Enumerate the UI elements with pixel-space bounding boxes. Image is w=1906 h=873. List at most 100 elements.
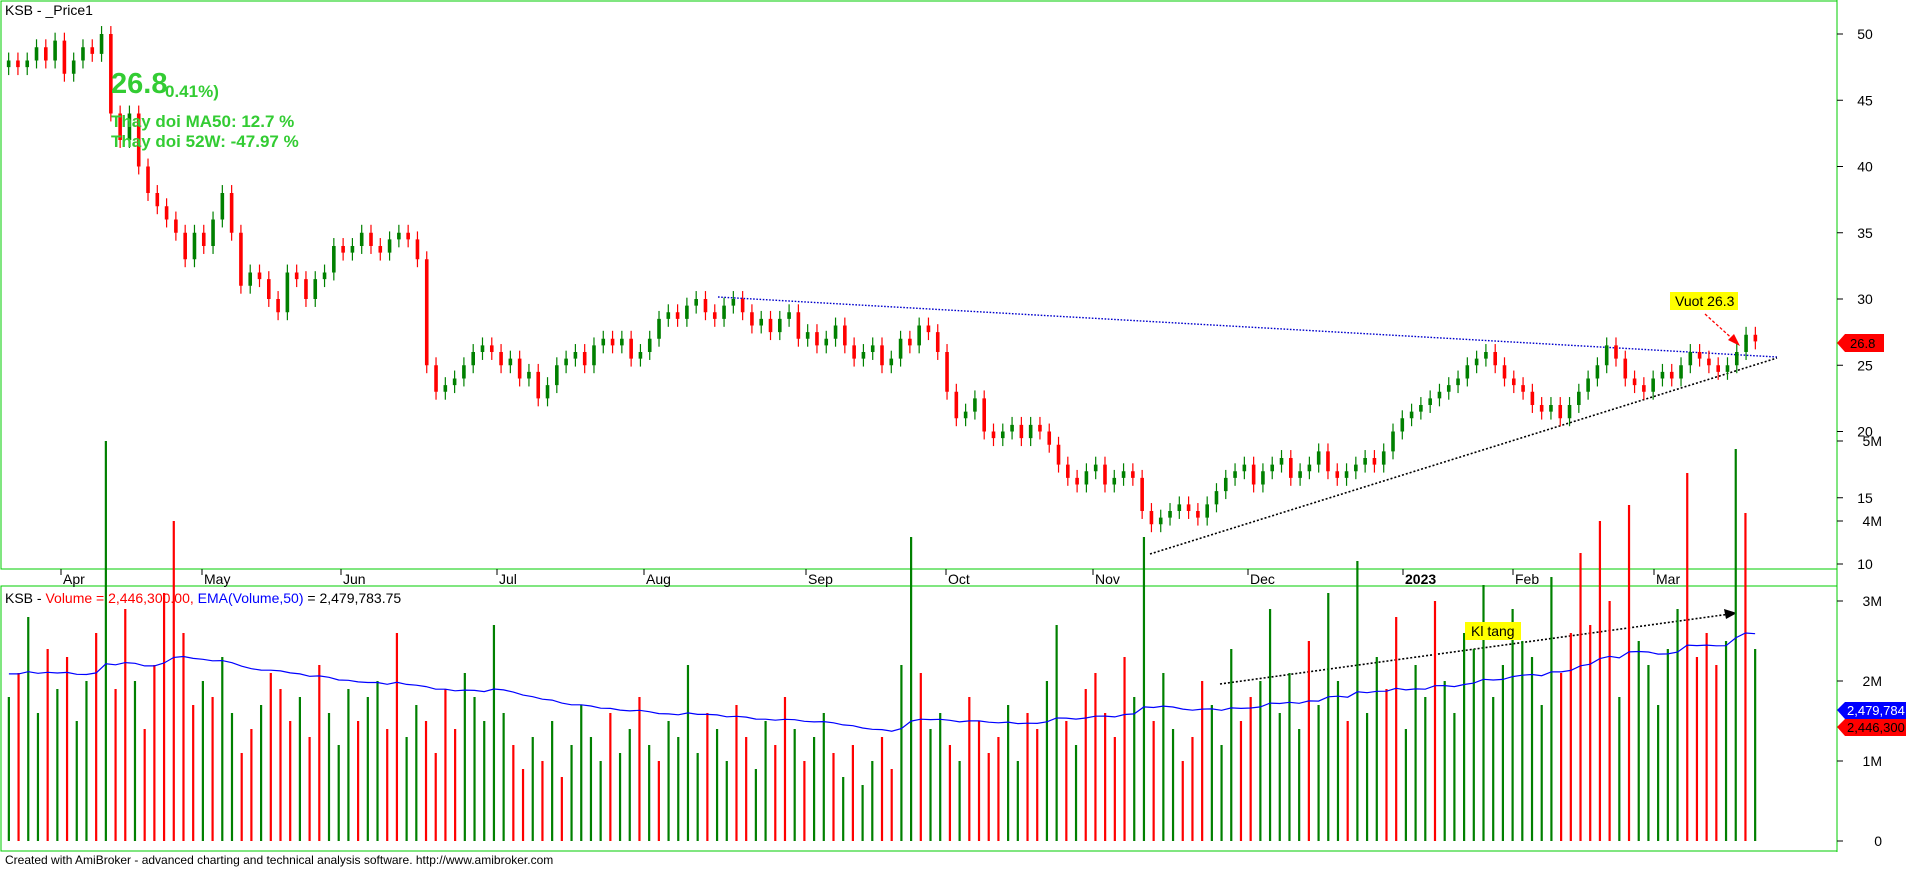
date-x-axis: Apr May Jun Jul Aug Sep Oct Nov Dec 2023 Feb Mar bbox=[60, 569, 1680, 587]
volume-bar bbox=[1637, 641, 1640, 841]
volume-bar bbox=[1162, 673, 1165, 841]
price-candle bbox=[1521, 377, 1525, 400]
price-candle bbox=[610, 330, 615, 354]
volume-bar bbox=[366, 697, 369, 841]
volume-bar bbox=[628, 729, 631, 841]
price-candle bbox=[1298, 463, 1302, 486]
price-candle bbox=[796, 304, 801, 347]
volume-bar bbox=[1734, 449, 1737, 841]
price-candle bbox=[1242, 456, 1247, 480]
volume-bar bbox=[812, 737, 816, 841]
volume-badge bbox=[1837, 719, 1906, 736]
price-candle bbox=[787, 304, 791, 327]
volume-bar bbox=[7, 697, 10, 841]
volume-bar bbox=[1074, 745, 1078, 841]
volume-trendline[interactable] bbox=[1219, 613, 1731, 685]
price-candle bbox=[815, 324, 819, 354]
volume-bar bbox=[1492, 697, 1495, 841]
price-candle bbox=[1307, 456, 1312, 480]
resistance-trendline[interactable] bbox=[717, 296, 1778, 358]
price-candles bbox=[6, 26, 1758, 533]
volume-bar bbox=[1268, 609, 1272, 841]
volume-bar bbox=[1007, 705, 1010, 841]
volume-bar bbox=[1152, 721, 1155, 841]
volume-bar bbox=[1686, 473, 1689, 841]
price-candle bbox=[564, 350, 568, 374]
volume-bar bbox=[124, 609, 127, 841]
volume-bar bbox=[987, 753, 990, 841]
volume-bar bbox=[347, 689, 350, 841]
volume-bar bbox=[85, 681, 88, 841]
price-candle bbox=[852, 337, 856, 367]
price-candle bbox=[44, 39, 48, 69]
price-candle bbox=[1530, 383, 1535, 413]
price-candle bbox=[545, 377, 550, 407]
price-candle bbox=[629, 330, 633, 367]
volume-bar bbox=[424, 721, 428, 841]
annotation-kl-tang-label[interactable]: Kl tang bbox=[1471, 623, 1515, 639]
volume-bar bbox=[754, 769, 757, 841]
volume-bar bbox=[1521, 641, 1524, 841]
volume-bar bbox=[1462, 633, 1466, 841]
price-candle bbox=[731, 291, 736, 314]
volume-bar bbox=[221, 657, 224, 841]
price-candle bbox=[341, 238, 345, 261]
ma50-change: Thay doi MA50: 12.7 % bbox=[111, 112, 295, 131]
volume-bar bbox=[279, 689, 282, 841]
volume-tick-label: 3M bbox=[1863, 593, 1882, 609]
volume-bar bbox=[1123, 657, 1126, 841]
volume-bar bbox=[1705, 633, 1708, 841]
volume-tick-label: 2M bbox=[1863, 673, 1882, 689]
price-candle bbox=[109, 26, 113, 122]
price-candle bbox=[722, 297, 726, 327]
price-candle bbox=[861, 344, 866, 367]
price-candle bbox=[675, 304, 680, 327]
price-candle bbox=[1502, 357, 1507, 387]
price-candle bbox=[880, 337, 884, 374]
volume-bar bbox=[551, 721, 554, 841]
volume-bar bbox=[211, 697, 214, 841]
price-candle bbox=[1279, 450, 1284, 473]
annotation-vuot-label[interactable]: Vuot 26.3 bbox=[1675, 293, 1735, 309]
volume-bar bbox=[1249, 697, 1252, 841]
volume-badge-text: 2,446,300 bbox=[1847, 720, 1905, 735]
price-candle bbox=[1567, 397, 1572, 427]
price-candle bbox=[1140, 469, 1144, 519]
volume-bar bbox=[192, 705, 195, 841]
ema-badge bbox=[1837, 702, 1906, 719]
price-candle bbox=[1251, 456, 1256, 493]
volume-bar bbox=[492, 625, 496, 841]
breakout-arrowhead bbox=[1728, 334, 1740, 346]
volume-bar bbox=[1404, 729, 1407, 841]
volume-bar bbox=[444, 689, 447, 841]
price-candle bbox=[703, 291, 708, 321]
volume-bar bbox=[27, 617, 30, 841]
price-candle bbox=[397, 224, 401, 248]
price-candle bbox=[1744, 326, 1748, 360]
price-candle bbox=[90, 39, 95, 62]
date-tick-label: Jul bbox=[499, 571, 517, 587]
volume-y-axis: 0 1M 2M 3M 4M 5M bbox=[1837, 433, 1882, 849]
volume-bar bbox=[1618, 697, 1621, 841]
price-tick-label: 10 bbox=[1857, 556, 1873, 572]
volume-bar bbox=[609, 713, 612, 841]
price-candle bbox=[127, 105, 132, 148]
price-candle bbox=[1177, 496, 1182, 519]
volume-bar bbox=[1424, 697, 1427, 841]
volume-bar bbox=[715, 729, 719, 841]
price-candle bbox=[118, 105, 122, 148]
price-tick-label: 45 bbox=[1857, 92, 1873, 108]
price-candle bbox=[53, 32, 57, 69]
price-candle bbox=[536, 363, 541, 407]
volume-bar bbox=[1045, 681, 1049, 841]
volume-bar bbox=[1453, 713, 1456, 841]
volume-bar bbox=[793, 729, 796, 841]
support-trendline[interactable] bbox=[1149, 357, 1778, 555]
volume-bar bbox=[890, 769, 893, 841]
price-candle bbox=[1391, 423, 1395, 460]
volume-bar bbox=[434, 753, 437, 841]
volume-bar bbox=[1201, 681, 1204, 841]
volume-bar bbox=[948, 745, 952, 841]
last-price-badge-text: 26.8 bbox=[1850, 336, 1875, 351]
